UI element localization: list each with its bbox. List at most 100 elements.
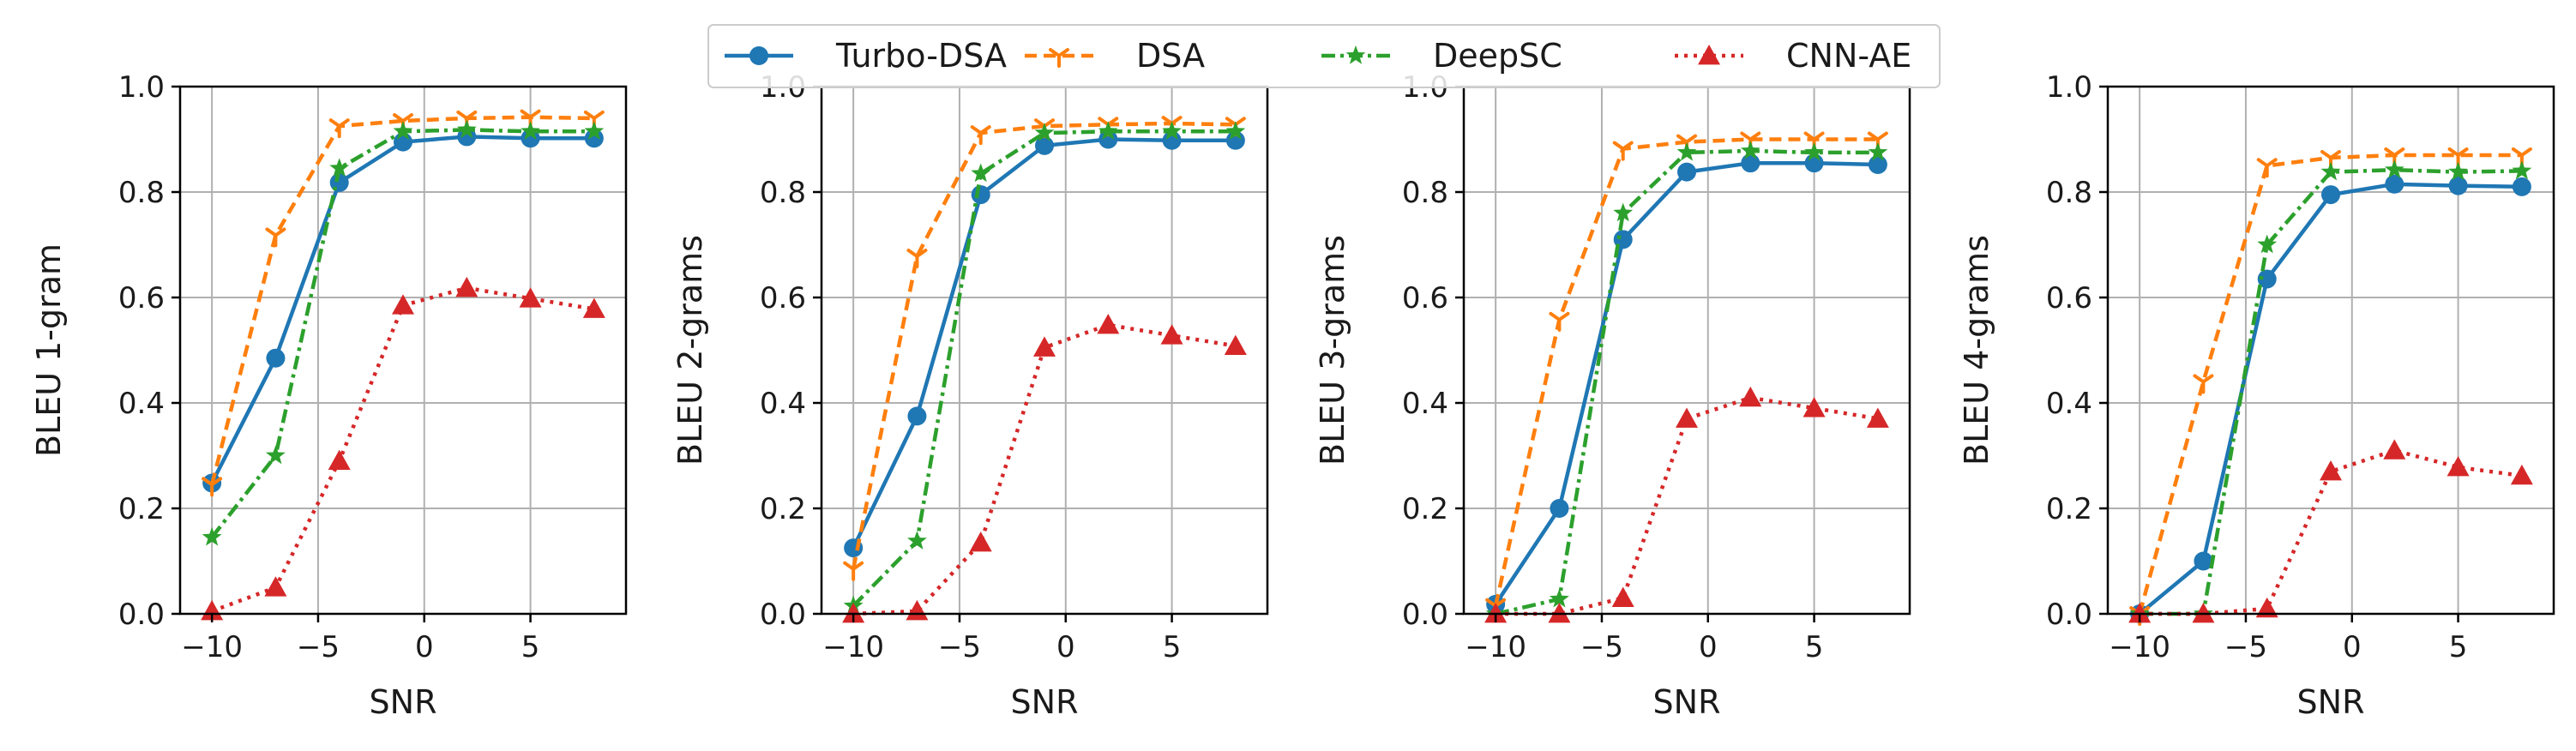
series-line-dsa [2137,153,2522,615]
x-tick-label: 0 [1699,630,1718,664]
data-point-dsa [906,249,928,269]
y-tick-label: 0.8 [2046,176,2092,210]
legend-label: CNN-AE [1786,37,1911,75]
y-axis-label: BLEU 3-grams [1314,235,1351,466]
data-point-dsa [970,125,991,146]
y-axis-label: BLEU 1-gram [30,243,68,457]
y-axis-label: BLEU 4-grams [1958,235,1995,466]
data-point-cnn-ae [455,276,478,297]
y-tick-label: 0.4 [2046,387,2092,421]
y-tick-label: 0.6 [1402,281,1448,315]
data-point-deepsc [1804,141,1824,161]
data-point-cnn-ae [1676,407,1698,428]
data-point-dsa [843,561,864,581]
legend-marker [1698,45,1720,65]
x-axis-label: SNR [2297,683,2365,721]
data-point-turbo-dsa [2257,269,2277,289]
data-point-cnn-ae [906,599,929,621]
data-point-cnn-ae [1033,336,1056,357]
plot-area [1484,131,1889,623]
legend-entry-dsa: DSA [1025,37,1205,75]
data-point-turbo-dsa [2385,174,2404,194]
data-point-cnn-ae [969,531,992,552]
data-point-cnn-ae [264,576,287,597]
data-point-deepsc [393,121,413,140]
data-point-cnn-ae [1866,407,1889,428]
data-point-deepsc [2512,160,2532,180]
y-tick-label: 0.4 [760,387,806,421]
y-tick-label: 0.6 [118,281,165,315]
y-tick-label: 0.0 [1402,598,1448,632]
x-tick-label: −10 [181,630,243,664]
x-axis-label: SNR [1011,683,1079,721]
data-point-dsa [202,477,223,497]
data-point-deepsc [971,163,991,183]
series-line-deepsc [1495,148,1878,616]
data-point-turbo-dsa [266,348,286,368]
x-tick-label: 0 [1056,630,1075,664]
data-point-turbo-dsa [1098,129,1118,149]
data-point-cnn-ae [2510,464,2533,485]
y-tick-label: 0.2 [118,492,165,526]
x-tick-label: −5 [938,630,981,664]
y-tick-label: 1.0 [2046,70,2092,105]
data-point-deepsc [521,121,540,140]
data-point-cnn-ae [1548,603,1571,623]
data-point-cnn-ae [2192,603,2215,623]
data-point-dsa [328,118,350,139]
legend-label: Turbo-DSA [835,37,1007,75]
y-tick-label: 0.2 [1402,492,1448,526]
data-point-deepsc [1162,121,1182,140]
data-point-deepsc [456,119,477,139]
data-point-turbo-dsa [521,129,540,148]
x-axis-label: SNR [370,683,437,721]
data-point-deepsc [1868,141,1888,161]
data-point-deepsc [1225,121,1246,140]
data-point-cnn-ae [1739,386,1762,407]
data-point-turbo-dsa [2448,176,2468,195]
data-point-turbo-dsa [584,129,604,148]
y-tick-label: 0.2 [2046,492,2092,526]
data-point-deepsc [1676,141,1697,161]
data-point-cnn-ae [1611,586,1634,607]
data-point-cnn-ae [328,449,351,471]
data-point-deepsc [1613,202,1634,222]
series-line-turbo-dsa [1494,160,1878,606]
data-point-deepsc [907,531,927,550]
data-point-deepsc [1740,141,1760,159]
x-tick-label: −5 [1580,630,1623,664]
data-point-turbo-dsa [907,406,927,426]
data-point-cnn-ae [392,294,414,315]
data-point-cnn-ae [201,599,224,621]
data-point-turbo-dsa [2194,551,2213,571]
data-point-cnn-ae [519,287,542,308]
series-line-deepsc [210,128,594,539]
data-point-cnn-ae [2255,597,2278,618]
data-point-cnn-ae [1160,324,1183,345]
x-tick-label: 5 [2449,630,2468,664]
series-line-dsa [1493,137,1878,607]
data-point-deepsc [1034,123,1055,141]
data-point-deepsc [2257,234,2278,254]
x-tick-label: 5 [1163,630,1182,664]
legend-label: DSA [1136,37,1205,75]
data-point-cnn-ae [2128,603,2152,623]
data-point-turbo-dsa [2512,177,2531,196]
axes-frame [2106,85,2555,616]
data-point-turbo-dsa [1550,499,1569,518]
data-point-cnn-ae [582,297,605,318]
x-tick-label: −10 [822,630,884,664]
data-point-cnn-ae [2383,439,2406,460]
y-tick-label: 0.4 [118,387,165,421]
axes-frame [178,85,628,616]
y-tick-label: 0.2 [760,492,806,526]
x-axis-label: SNR [1653,683,1721,721]
data-point-turbo-dsa [457,127,477,147]
x-tick-label: 5 [1805,630,1824,664]
data-point-deepsc [202,526,222,546]
y-tick-label: 0.8 [118,176,165,210]
y-tick-label: 0.0 [760,598,806,632]
data-point-cnn-ae [1484,603,1508,623]
